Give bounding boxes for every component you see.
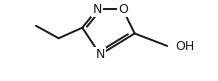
Text: N: N (95, 48, 105, 61)
Text: N: N (92, 3, 102, 16)
Text: O: O (118, 3, 128, 16)
Text: OH: OH (175, 40, 194, 53)
